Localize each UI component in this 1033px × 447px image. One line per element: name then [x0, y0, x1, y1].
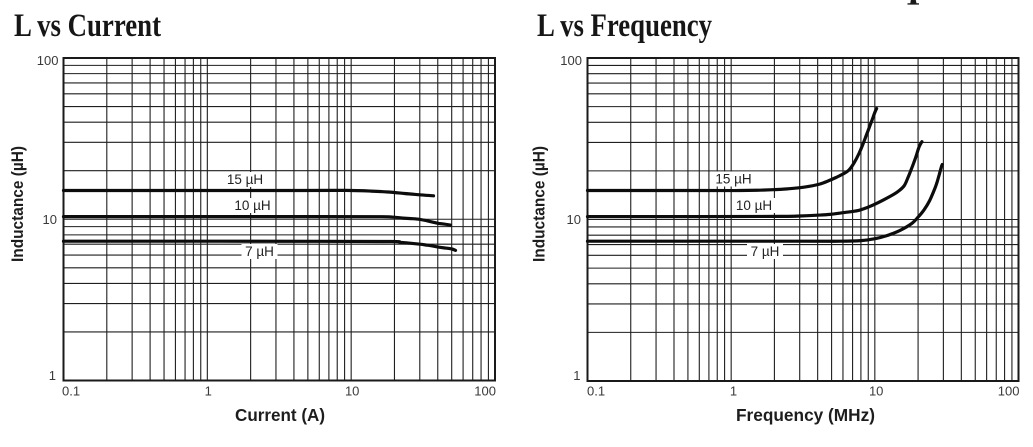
svg-text:15 µH: 15 µH — [715, 172, 751, 187]
svg-text:0.1: 0.1 — [587, 384, 605, 399]
svg-text:100: 100 — [998, 384, 1020, 399]
svg-text:Inductance (µH): Inductance (µH) — [9, 146, 27, 262]
svg-text:1: 1 — [49, 368, 56, 383]
svg-text:100: 100 — [37, 53, 59, 68]
svg-text:L vs Current: L vs Current — [14, 8, 161, 44]
svg-text:100: 100 — [560, 53, 582, 68]
svg-text:0.1: 0.1 — [62, 384, 80, 399]
svg-text:Current (A): Current (A) — [235, 405, 325, 425]
svg-text:L vs Frequency: L vs Frequency — [537, 8, 712, 44]
svg-text:10: 10 — [43, 212, 57, 227]
svg-text:1: 1 — [730, 384, 737, 399]
svg-text:15 µH: 15 µH — [227, 172, 263, 187]
svg-text:Frequency (MHz): Frequency (MHz) — [736, 405, 875, 425]
svg-text:7 µH: 7 µH — [751, 244, 780, 259]
svg-text:7 µH: 7 µH — [245, 244, 274, 259]
svg-text:Inductance (µH): Inductance (µH) — [531, 146, 549, 262]
svg-text:10: 10 — [869, 384, 883, 399]
svg-text:1: 1 — [205, 384, 212, 399]
svg-text:10: 10 — [567, 212, 581, 227]
svg-text:100: 100 — [474, 384, 496, 399]
svg-text:1: 1 — [573, 368, 580, 383]
svg-text:10 µH: 10 µH — [234, 198, 270, 213]
svg-text:10 µH: 10 µH — [736, 198, 772, 213]
svg-text:10: 10 — [345, 384, 359, 399]
